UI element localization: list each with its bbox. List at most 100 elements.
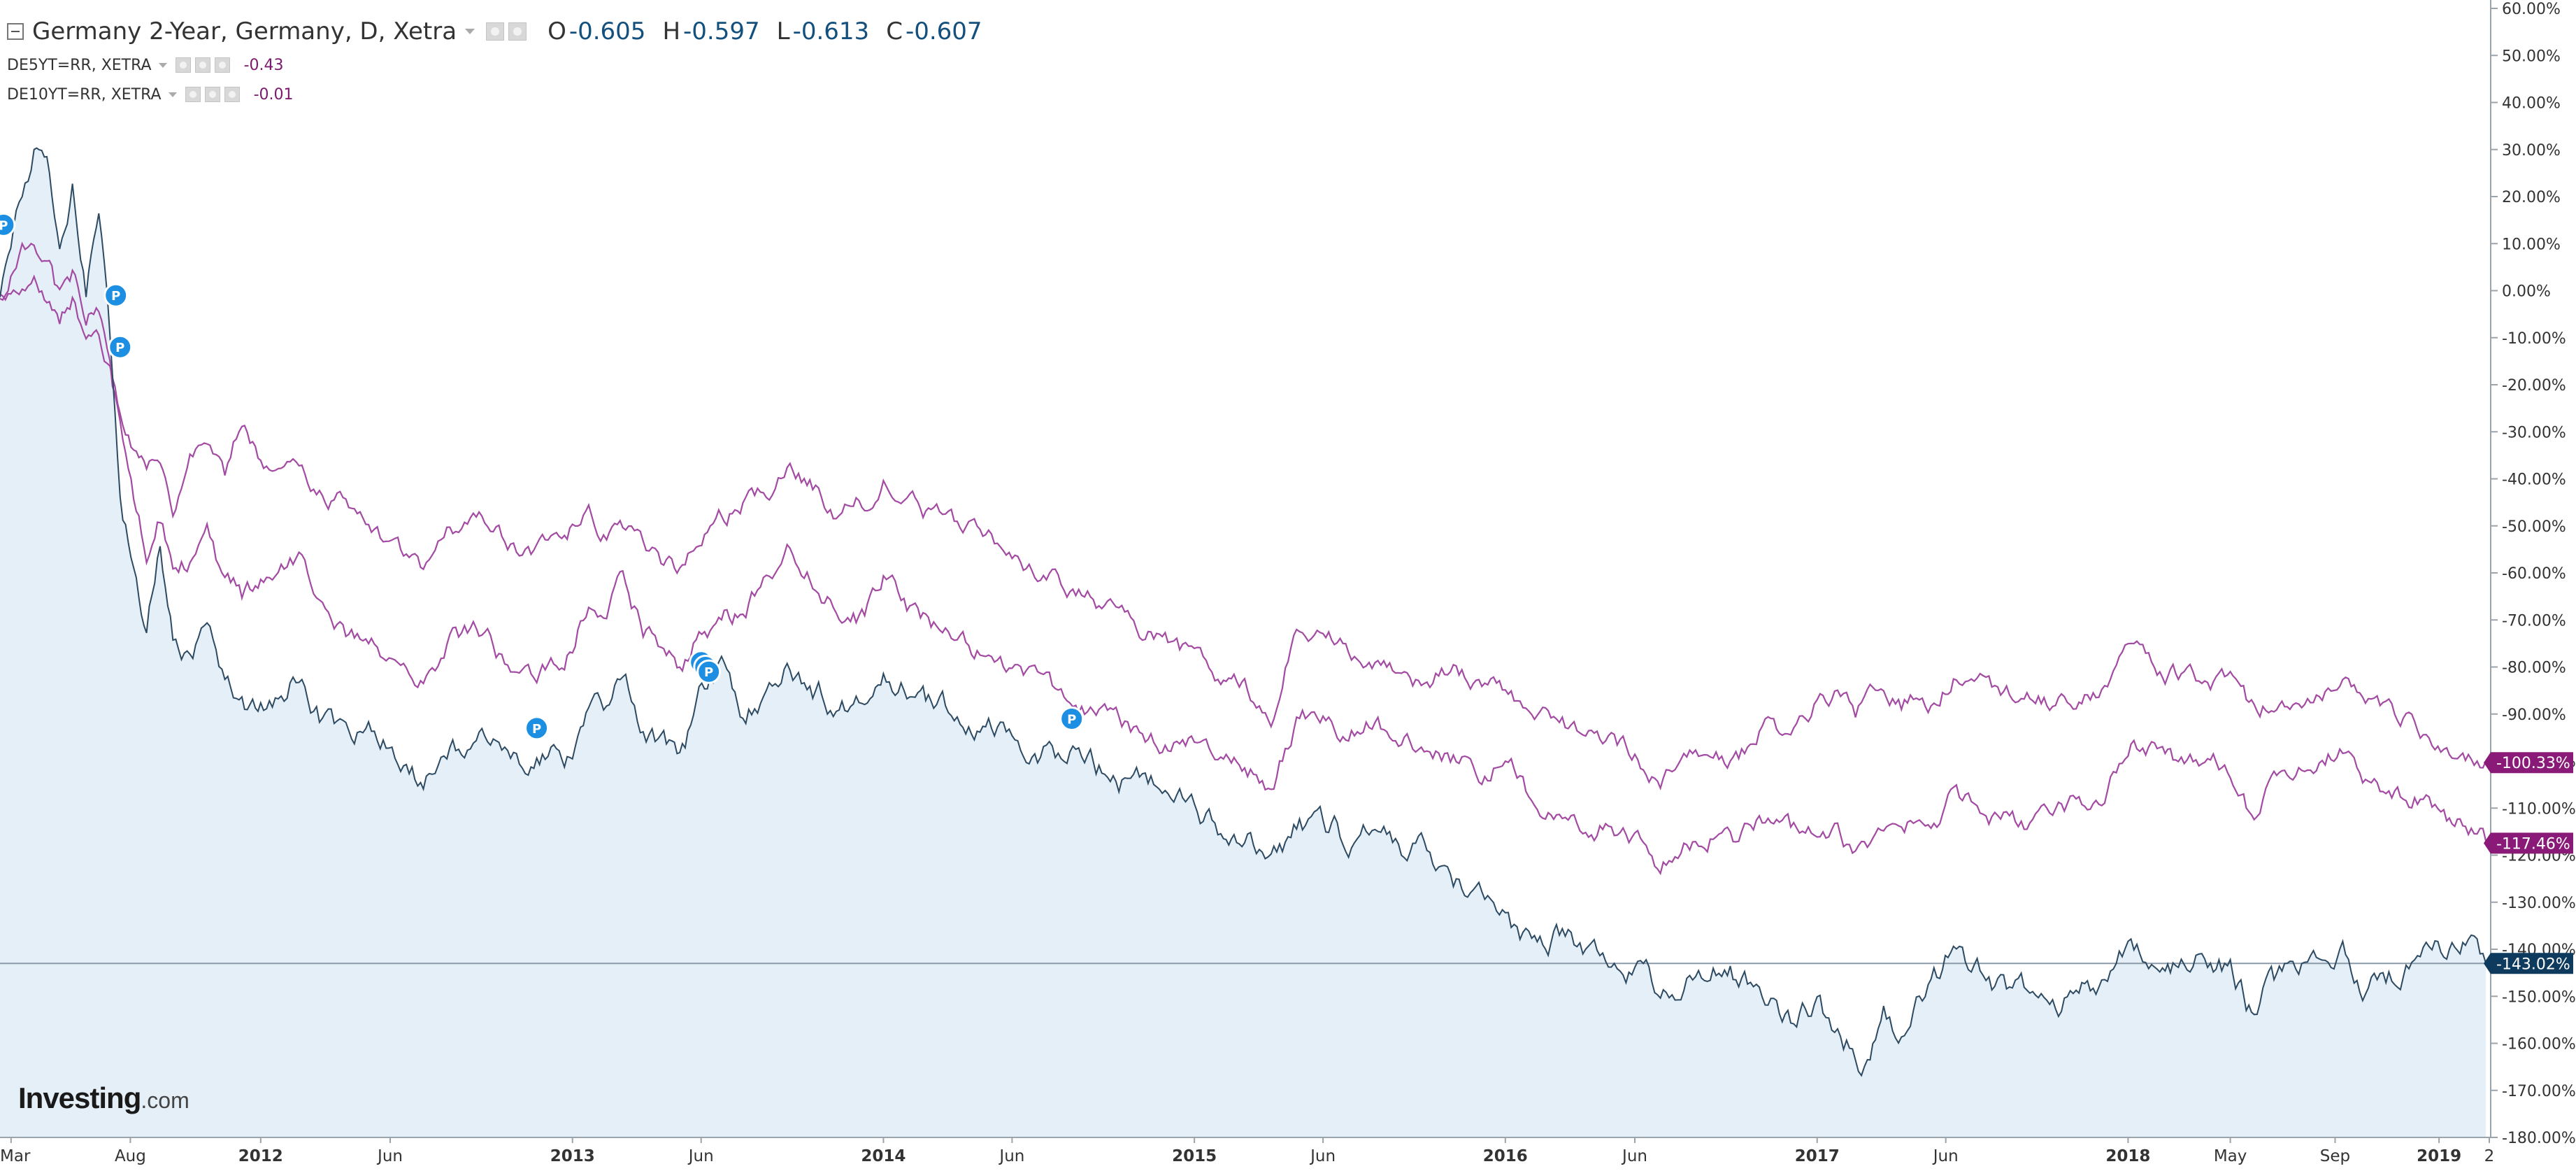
x-tick-label: Jun — [1309, 1147, 1336, 1165]
marker-circle — [103, 283, 129, 308]
series-line-de10yt — [0, 274, 2487, 791]
y-axis: 60.00% 50.00% 40.00% 30.00% 20.00% 10.00% 0.00… — [2490, 0, 2576, 1171]
event-marker-0[interactable]: P — [0, 212, 16, 237]
close-label: C — [886, 17, 903, 45]
marker-label: P — [111, 289, 120, 304]
compare-series-1-title[interactable]: DE5YT=RR, XETRA — [7, 56, 152, 74]
low-label: L — [776, 17, 790, 45]
last-value-label-2: -143.02% — [2484, 953, 2573, 974]
close-icon[interactable] — [224, 87, 240, 102]
logo-wordmark: Investing — [18, 1081, 141, 1114]
x-tick-label: 2016 — [1483, 1147, 1528, 1165]
x-tick-label: Jun — [1621, 1147, 1647, 1165]
y-tick-label: -10.00% — [2502, 330, 2566, 348]
compare-series-2-title[interactable]: DE10YT=RR, XETRA — [7, 85, 162, 104]
low-value: -0.613 — [792, 17, 870, 45]
x-tick-label: 2015 — [1172, 1147, 1217, 1165]
marker-circle — [108, 334, 133, 360]
y-axis-background — [2491, 0, 2576, 1171]
y-tick-label: 30.00% — [2502, 142, 2561, 159]
x-tick-label: 2019 — [2417, 1147, 2461, 1165]
y-tick-label: -160.00% — [2502, 1036, 2576, 1053]
x-tick-label: Jun — [998, 1147, 1024, 1165]
y-tick-label: 20.00% — [2502, 189, 2561, 206]
high-label: H — [662, 17, 681, 45]
logo-suffix: .com — [141, 1088, 189, 1113]
event-marker-6[interactable]: P — [696, 659, 722, 684]
y-tick-label: -70.00% — [2502, 612, 2566, 630]
settings-icon[interactable] — [508, 22, 527, 41]
y-tick-label: -90.00% — [2502, 707, 2566, 724]
y-tick-label: -60.00% — [2502, 565, 2566, 583]
label-background — [2484, 752, 2573, 774]
event-marker-7[interactable]: P — [1059, 706, 1085, 731]
main-series-title[interactable]: Germany 2-Year, Germany, D, Xetra — [32, 17, 457, 45]
close-icon[interactable] — [214, 57, 230, 73]
main-series-legend[interactable]: Germany 2-Year, Germany, D, Xetra O -0.60… — [7, 13, 982, 50]
x-tick-label: May — [2214, 1147, 2247, 1165]
last-value-labels: -100.33% -117.46% -143.02% — [2484, 752, 2573, 974]
compare-series-2-legend[interactable]: DE10YT=RR, XETRA -0.01 — [7, 80, 982, 109]
marker-label: P — [532, 722, 541, 737]
open-label: O — [548, 17, 566, 45]
close-value: -0.607 — [905, 17, 982, 45]
x-tick-label: 2017 — [1795, 1147, 1840, 1165]
series-lines — [0, 147, 2487, 1077]
label-text: -143.02% — [2496, 956, 2570, 973]
event-marker-3[interactable]: P — [524, 716, 550, 741]
investing-logo: Investing.com — [18, 1081, 189, 1115]
x-tick-label: 2014 — [861, 1147, 906, 1165]
chevron-down-icon[interactable] — [465, 29, 475, 34]
y-tick-label: 40.00% — [2502, 95, 2561, 113]
marker-label: P — [0, 218, 8, 233]
compare-series-2-value: -0.01 — [253, 85, 294, 104]
y-tick-label: -30.00% — [2502, 424, 2566, 441]
visibility-icon[interactable] — [185, 87, 201, 102]
visibility-icon[interactable] — [175, 57, 191, 73]
compare-series-1-value: -0.43 — [243, 56, 284, 74]
y-tick-label: -110.00% — [2502, 800, 2576, 818]
marker-circle — [696, 659, 722, 684]
marker-circle — [1059, 706, 1085, 731]
marker-label: P — [115, 341, 124, 355]
y-tick-label: 50.00% — [2502, 48, 2561, 65]
x-tick-label: 2 — [2484, 1147, 2495, 1165]
x-tick-label: Jun — [687, 1147, 714, 1165]
chevron-down-icon[interactable] — [168, 92, 177, 97]
settings-icon[interactable] — [194, 57, 210, 73]
last-value-label-0: -100.33% — [2484, 752, 2573, 774]
collapse-icon[interactable] — [7, 23, 24, 40]
compare-series-1-legend[interactable]: DE5YT=RR, XETRA -0.43 — [7, 50, 982, 80]
event-markers[interactable]: PPPPPPPP — [0, 212, 1085, 741]
main-series-fill — [0, 148, 2486, 1138]
chevron-down-icon[interactable] — [158, 62, 167, 68]
event-marker-1[interactable]: P — [103, 283, 129, 308]
event-marker-2[interactable]: P — [108, 334, 133, 360]
y-tick-label: 10.00% — [2502, 236, 2561, 253]
y-tick-label: -50.00% — [2502, 518, 2566, 536]
x-axis: Mar Aug 2012 Jun 2013 Jun 2014 Jun 2015 Jun 2016 Ju… — [0, 1137, 2494, 1165]
x-tick-label: 2013 — [550, 1147, 595, 1165]
y-tick-label: -180.00% — [2502, 1130, 2576, 1147]
open-value: -0.605 — [568, 17, 646, 45]
marker-circle — [524, 716, 550, 741]
y-tick-label: -170.00% — [2502, 1083, 2576, 1100]
visibility-icon[interactable] — [486, 22, 505, 41]
x-tick-label: Jun — [376, 1147, 403, 1165]
y-tick-label: -40.00% — [2502, 471, 2566, 489]
y-tick-label: 60.00% — [2502, 1, 2561, 18]
main-series-area — [0, 148, 2486, 1138]
marker-circle — [0, 212, 16, 237]
settings-icon[interactable] — [204, 87, 220, 102]
x-tick-label: Sep — [2320, 1147, 2350, 1165]
series-line-germany-2y — [0, 147, 2487, 1077]
y-tick-label: -80.00% — [2502, 660, 2566, 677]
x-tick-label: 2018 — [2105, 1147, 2150, 1165]
label-background — [2484, 832, 2573, 854]
x-tick-label: Mar — [0, 1147, 31, 1165]
label-text: -117.46% — [2496, 835, 2570, 853]
x-tick-label: Jun — [1932, 1147, 1959, 1165]
marker-label: P — [1067, 712, 1076, 727]
y-tick-label: -130.00% — [2502, 895, 2576, 912]
